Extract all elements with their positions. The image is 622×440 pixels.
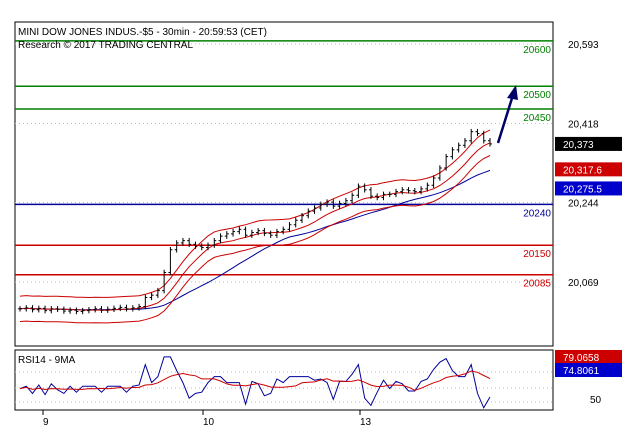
rsi-label: RSI14 - 9MA — [18, 355, 76, 366]
rsi-tag-label: 79.0658 — [563, 353, 600, 364]
level-label: 20150 — [523, 249, 551, 260]
band-line — [19, 129, 491, 299]
forecast-arrow — [496, 85, 518, 144]
chart-copyright: Research © 2017 TRADING CENTRAL — [18, 40, 193, 51]
level-label: 20500 — [523, 90, 551, 101]
y-tick-label: 20,418 — [568, 119, 599, 130]
x-tick-label: 10 — [203, 417, 215, 428]
x-tick-label: 13 — [360, 417, 372, 428]
chart-title: MINI DOW JONES INDUS.-$5 - 30min - 20:59… — [18, 27, 267, 38]
bollinger-bands — [19, 129, 491, 324]
price-tag — [555, 136, 622, 151]
price-tag — [555, 162, 622, 177]
grid-lines — [15, 43, 553, 283]
rsi-lines — [15, 356, 553, 409]
price-panel — [14, 21, 554, 347]
rsi-tag — [555, 363, 622, 377]
price-tag-label: 20,275.5 — [563, 184, 602, 195]
x-tick-label: 9 — [43, 417, 49, 428]
x-axis: 9 10 13 — [42, 410, 372, 428]
price-tag-label: 20,373 — [563, 140, 594, 151]
y-axis: 20,593 20,418 20,244 20,069 — [568, 40, 599, 289]
rsi-panel — [14, 349, 554, 411]
y-tick-label: 20,244 — [568, 199, 599, 210]
rsi-tag-label: 74.8061 — [563, 366, 600, 377]
level-label: 20240 — [523, 208, 551, 219]
price-tag-label: 20,317.6 — [563, 165, 602, 176]
level-label: 20450 — [523, 113, 551, 124]
rsi-ma-line — [19, 370, 491, 391]
band-line — [19, 155, 491, 324]
price-tags: 20,373 20,317.6 20,275.5 79.0658 74.8061 — [555, 136, 622, 377]
y-tick-label: 20,069 — [568, 278, 599, 289]
band-line — [19, 142, 491, 311]
rsi-line — [19, 356, 491, 409]
y-tick-label: 20,593 — [568, 40, 599, 51]
rsi-y-tick: 50 — [590, 395, 602, 406]
price-tag — [555, 181, 622, 196]
level-label: 20600 — [523, 45, 551, 56]
price-bars — [18, 128, 492, 315]
level-label: 20085 — [523, 279, 551, 290]
rsi-tag — [555, 350, 622, 364]
